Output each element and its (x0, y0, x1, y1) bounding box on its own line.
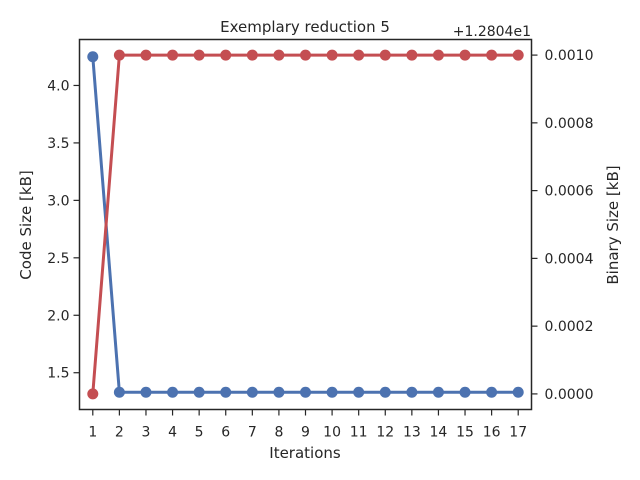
data-point (273, 386, 285, 398)
right-tick-label: 0.0000 (545, 387, 594, 403)
series-layer (87, 49, 524, 400)
right-tick-label: 0.0006 (545, 184, 594, 200)
data-point (486, 386, 498, 398)
left-tick-label: 1.5 (47, 366, 69, 382)
data-point (432, 49, 444, 61)
x-tick-label: 10 (323, 425, 341, 441)
data-point (379, 49, 391, 61)
data-point (326, 49, 338, 61)
data-point (406, 49, 418, 61)
series-line (91, 56, 519, 394)
right-tick-label: 0.0008 (545, 116, 594, 132)
right-axis-offset-label: +1.2804e1 (453, 24, 531, 40)
x-tick-label: 6 (221, 425, 230, 441)
x-tick-label: 17 (509, 425, 527, 441)
x-tick-label: 8 (274, 425, 283, 441)
data-point (486, 49, 498, 61)
data-point (432, 386, 444, 398)
plot-frame (78, 38, 533, 411)
data-point (459, 49, 471, 61)
data-point (246, 386, 258, 398)
right-tick-label: 0.0002 (545, 319, 594, 335)
x-tick-label: 9 (301, 425, 310, 441)
right-tick-label: 0.0010 (545, 48, 594, 64)
left-axis-ticks: 1.5 2.0 2.5 3.0 3.5 4.0 (47, 78, 80, 382)
data-point (353, 386, 365, 398)
data-point (300, 386, 311, 398)
x-tick-label: 7 (248, 425, 257, 441)
x-tick-label: 14 (430, 425, 448, 441)
x-axis-label: Iterations (269, 444, 341, 462)
x-tick-label: 11 (350, 425, 368, 441)
left-tick-label: 4.0 (47, 78, 69, 94)
data-point (353, 49, 365, 61)
x-tick-label: 13 (403, 425, 421, 441)
left-tick-label: 3.5 (47, 136, 69, 152)
data-point (512, 386, 524, 398)
data-point (140, 49, 152, 61)
data-point (273, 49, 285, 61)
right-tick-label: 0.0004 (545, 251, 594, 267)
data-point (512, 49, 524, 61)
chart-title: Exemplary reduction 5 (220, 18, 390, 36)
right-y-axis-label: Binary Size [kB] (604, 165, 622, 284)
x-axis-ticks: 1 2 3 4 5 6 7 8 9 10 11 12 13 14 15 16 17 (88, 409, 527, 441)
left-tick-label: 2.0 (47, 308, 69, 324)
data-point (459, 386, 471, 398)
left-y-axis-label: Code Size [kB] (17, 170, 35, 279)
right-axis-ticks: 0.0000 0.0002 0.0004 0.0006 0.0008 0.0010 (531, 48, 594, 403)
data-point (406, 386, 418, 398)
left-tick-label: 2.5 (47, 251, 69, 267)
data-point (87, 51, 99, 63)
left-tick-label: 3.0 (47, 193, 69, 209)
x-tick-label: 12 (376, 425, 394, 441)
data-point (113, 386, 125, 398)
series-1-left (87, 51, 524, 398)
data-point (140, 386, 152, 398)
data-point (167, 386, 179, 398)
data-point (193, 49, 205, 61)
data-point (220, 386, 232, 398)
series-line (91, 53, 519, 395)
x-tick-label: 1 (88, 425, 97, 441)
plot-area: 1.52.02.53.03.54.0 0.00000.00020.00040.0… (47, 38, 594, 441)
series-2-right (87, 49, 524, 400)
x-tick-label: 2 (115, 425, 124, 441)
data-point (326, 386, 338, 398)
x-tick-label: 3 (142, 425, 151, 441)
x-tick-label: 5 (195, 425, 204, 441)
data-point (113, 49, 125, 61)
data-point (87, 388, 99, 400)
x-tick-label: 15 (456, 425, 474, 441)
data-point (246, 49, 258, 61)
data-point (193, 386, 205, 398)
x-tick-label: 4 (168, 425, 177, 441)
data-point (300, 49, 311, 61)
x-tick-label: 16 (483, 425, 501, 441)
data-point (220, 49, 232, 61)
data-point (379, 386, 391, 398)
data-point (167, 49, 179, 61)
